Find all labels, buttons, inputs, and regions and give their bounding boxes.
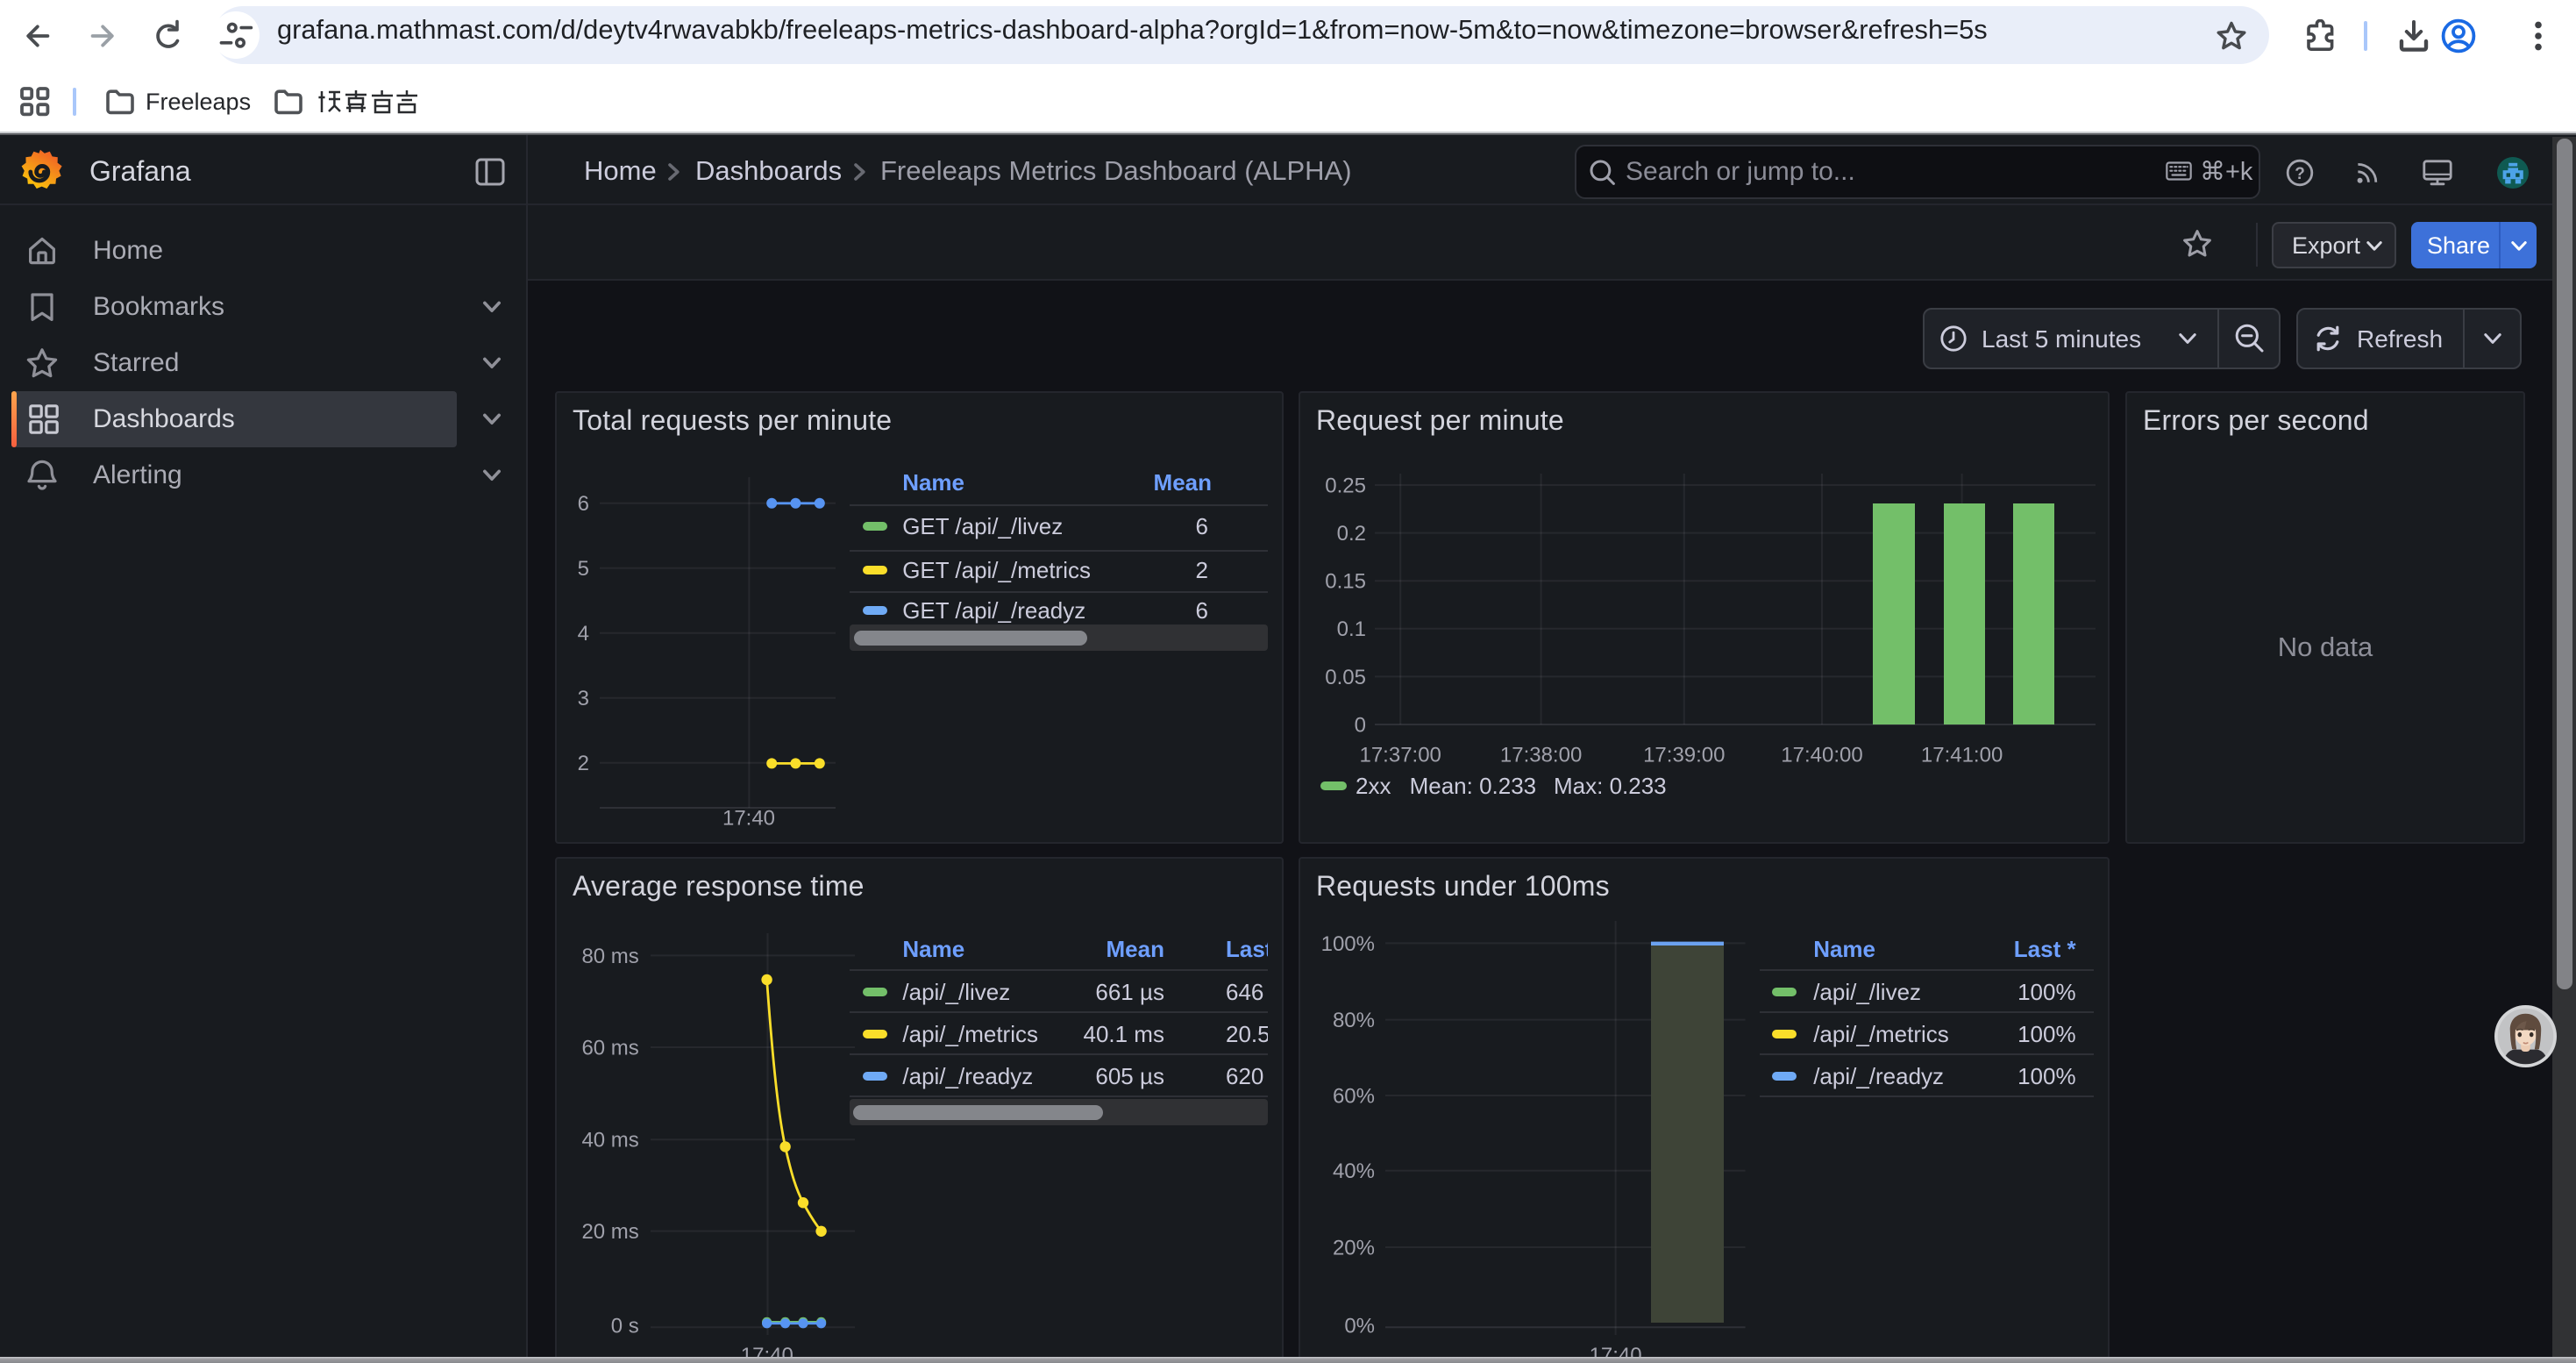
svg-text:0.2: 0.2 bbox=[1337, 522, 1366, 546]
svg-text:0 s: 0 s bbox=[611, 1315, 639, 1338]
svg-text:0%: 0% bbox=[1344, 1315, 1375, 1338]
svg-text:20 ms: 20 ms bbox=[581, 1220, 638, 1244]
svg-text:17:41:00: 17:41:00 bbox=[1921, 743, 2003, 767]
svg-text:40 ms: 40 ms bbox=[581, 1129, 638, 1152]
svg-text:2: 2 bbox=[578, 752, 589, 775]
svg-text:40%: 40% bbox=[1333, 1160, 1375, 1183]
svg-text:0.05: 0.05 bbox=[1325, 666, 1366, 689]
svg-text:17:39:00: 17:39:00 bbox=[1643, 743, 1725, 767]
svg-text:17:37:00: 17:37:00 bbox=[1359, 743, 1441, 767]
svg-text:0.15: 0.15 bbox=[1325, 570, 1366, 594]
svg-text:?: ? bbox=[2295, 165, 2305, 183]
svg-text:3: 3 bbox=[578, 687, 589, 710]
svg-text:60 ms: 60 ms bbox=[581, 1036, 638, 1060]
svg-text:0.25: 0.25 bbox=[1325, 474, 1366, 497]
svg-text:4: 4 bbox=[578, 622, 589, 646]
svg-text:17:40: 17:40 bbox=[722, 806, 775, 830]
svg-text:60%: 60% bbox=[1333, 1084, 1375, 1108]
svg-text:0: 0 bbox=[1355, 713, 1366, 737]
svg-text:17:38:00: 17:38:00 bbox=[1500, 743, 1582, 767]
svg-text:20%: 20% bbox=[1333, 1236, 1375, 1260]
svg-text:0.1: 0.1 bbox=[1337, 617, 1366, 641]
svg-text:100%: 100% bbox=[1321, 932, 1375, 956]
svg-text:80 ms: 80 ms bbox=[581, 945, 638, 968]
svg-text:5: 5 bbox=[578, 557, 589, 581]
svg-text:80%: 80% bbox=[1333, 1009, 1375, 1032]
svg-text:6: 6 bbox=[578, 492, 589, 516]
svg-text:17:40:00: 17:40:00 bbox=[1781, 743, 1862, 767]
